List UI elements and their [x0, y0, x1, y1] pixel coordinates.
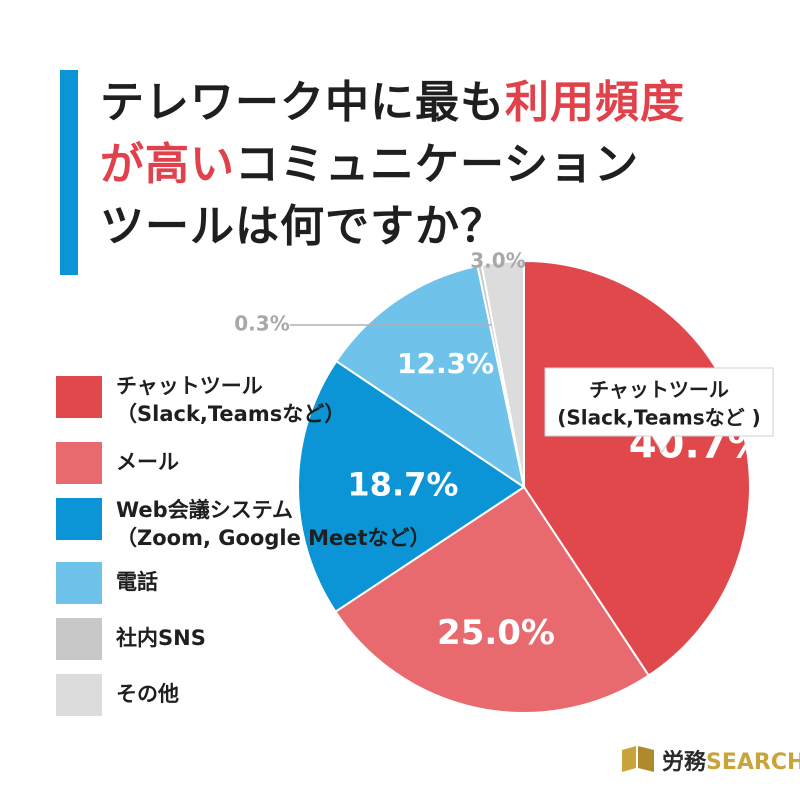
chart-title: テレワーク中に最も利用頻度 が高いコミュニケーション ツールは何ですか？	[100, 72, 685, 258]
legend-label-web-line1: Web会議システム	[116, 498, 294, 522]
pie-slice-web	[297, 359, 526, 614]
pie-slice-mail	[334, 485, 651, 714]
data-label-sns: 0.3%	[234, 312, 289, 336]
title-accent-2: が高い	[100, 139, 235, 190]
title-text-2: コミュニケーション	[235, 139, 640, 190]
legend-label-chat: チャットツール （Slack,Teamsなど）	[116, 372, 345, 428]
data-label-phone: 12.3%	[397, 347, 494, 380]
title-accent-1: 利用頻度	[505, 77, 685, 128]
legend-label-chat-line2: （Slack,Teamsなど）	[116, 402, 346, 426]
legend-swatch-sns	[56, 618, 102, 660]
legend-label-web: Web会議システム （Zoom, Google Meetなど）	[116, 496, 431, 552]
data-label-other: 3.0%	[470, 249, 525, 273]
brand-name-part1: 労務	[662, 750, 707, 775]
legend-label-phone: 電話	[116, 570, 158, 594]
title-line-1: テレワーク中に最も利用頻度	[100, 72, 685, 134]
brand-name: 労務SEARCH	[662, 744, 800, 776]
legend-swatch-mail	[56, 442, 102, 484]
title-accent-bar	[60, 70, 78, 275]
legend-swatch-chat	[56, 376, 102, 418]
brand-name-part2: SEARCH	[706, 750, 800, 775]
callout-line-2: (Slack,Teamsなど )	[557, 406, 761, 430]
legend-label-web-line2: （Zoom, Google Meetなど）	[116, 526, 431, 550]
pie-slice-phone	[334, 264, 526, 490]
legend-swatch-other	[56, 674, 102, 716]
title-line-2: が高いコミュニケーション	[100, 134, 685, 196]
legend-swatch-phone	[56, 562, 102, 604]
legend-label-chat-line1: チャットツール	[116, 374, 263, 398]
chat-callout: チャットツール (Slack,Teamsなど )	[544, 367, 774, 453]
legend-label-mail: メール	[116, 450, 179, 474]
legend-swatch-web	[56, 498, 102, 540]
callout-line-1: チャットツール	[589, 378, 729, 402]
title-line-3: ツールは何ですか？	[100, 196, 685, 258]
legend-label-other: その他	[116, 682, 179, 706]
title-text-3: ツールは何ですか？	[100, 201, 505, 252]
book-icon	[622, 746, 654, 772]
data-label-web: 18.7%	[347, 466, 458, 504]
pie-slice-other	[480, 259, 525, 488]
title-text-1: テレワーク中に最も	[100, 77, 505, 128]
data-label-mail: 25.0%	[437, 613, 555, 653]
callout-box	[544, 367, 774, 453]
legend-label-sns: 社内SNS	[116, 626, 206, 650]
